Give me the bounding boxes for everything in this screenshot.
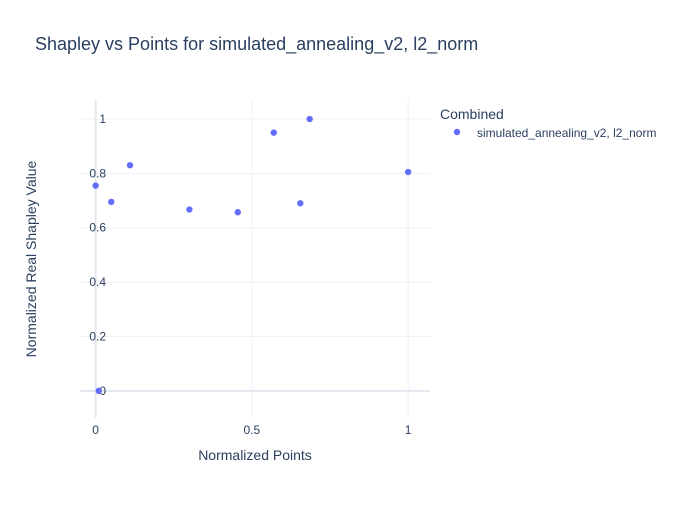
y-tick-label: 0.4	[89, 275, 106, 289]
data-point[interactable]	[186, 206, 193, 213]
x-tick-label: 0.5	[244, 423, 261, 437]
legend-item[interactable]: simulated_annealing_v2, l2_norm	[453, 126, 657, 140]
data-point[interactable]	[95, 387, 102, 395]
y-tick-label: 0.8	[89, 166, 106, 180]
y-tick-label: 0.6	[89, 221, 106, 235]
data-point[interactable]	[297, 200, 304, 207]
y-tick-label: 0.2	[89, 329, 106, 343]
tick-labels: 0 0.5 1 0 0.2 0.4 0.6 0.8 1	[89, 112, 411, 437]
data-point[interactable]	[270, 129, 277, 136]
legend-entry-label: simulated_annealing_v2, l2_norm	[477, 126, 656, 140]
chart-title: Shapley vs Points for simulated_annealin…	[35, 34, 478, 55]
data-point[interactable]	[108, 198, 115, 206]
data-point[interactable]	[306, 115, 313, 123]
data-point[interactable]	[126, 162, 134, 169]
x-axis-label: Normalized Points	[198, 447, 312, 463]
data-points	[92, 115, 412, 395]
legend-title: Combined	[440, 106, 504, 122]
y-axis-label: Normalized Real Shapley Value	[23, 160, 39, 357]
x-tick-label: 1	[405, 423, 412, 437]
y-tick-label: 0	[99, 384, 106, 398]
legend-marker-icon	[453, 128, 461, 136]
data-point[interactable]	[234, 209, 242, 216]
legend[interactable]: Combined simulated_annealing_v2, l2_norm	[440, 106, 656, 140]
data-point[interactable]	[92, 182, 99, 189]
y-tick-label: 1	[99, 112, 106, 126]
grid-lines	[80, 100, 430, 418]
data-point[interactable]	[404, 168, 412, 176]
x-tick-label: 0	[92, 423, 99, 437]
